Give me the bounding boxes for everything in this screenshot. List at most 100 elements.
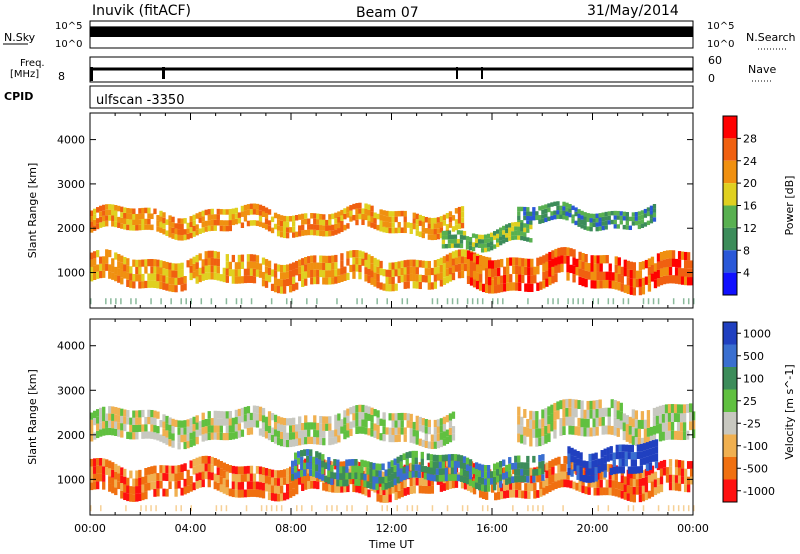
data-band <box>517 398 696 447</box>
data-cell <box>102 263 106 271</box>
data-cell <box>656 253 661 262</box>
data-cell <box>213 219 217 226</box>
data-cell <box>204 418 208 427</box>
data-cell <box>553 214 557 220</box>
data-cell <box>201 463 205 472</box>
data-cell <box>273 421 278 430</box>
data-cell <box>572 298 574 305</box>
data-cell <box>496 242 500 248</box>
data-cell <box>364 252 368 260</box>
data-cell <box>503 467 507 476</box>
data-cell <box>427 223 431 229</box>
data-cell <box>252 481 257 490</box>
data-cell <box>535 215 539 221</box>
data-cell <box>424 485 428 494</box>
data-cell <box>207 214 211 221</box>
data-cell <box>593 255 597 264</box>
data-cell <box>93 432 97 440</box>
data-cell <box>189 272 193 281</box>
data-cell <box>515 282 519 291</box>
data-cell <box>379 486 383 495</box>
data-cell <box>646 418 651 428</box>
data-cell <box>548 251 552 261</box>
data-cell <box>147 482 151 491</box>
data-cell <box>123 409 127 417</box>
data-cell <box>565 416 569 426</box>
data-cell <box>655 406 660 416</box>
data-cell <box>255 255 260 263</box>
data-cell <box>319 430 323 438</box>
data-cell <box>661 413 666 423</box>
data-cell <box>640 223 645 229</box>
data-cell <box>588 468 592 476</box>
data-cell <box>445 436 450 445</box>
data-cell <box>117 465 121 474</box>
data-cell <box>400 227 404 233</box>
data-cell <box>394 211 398 217</box>
data-cell <box>450 467 455 475</box>
data-cell <box>192 231 196 237</box>
data-cell <box>536 257 540 267</box>
data-cell <box>517 475 521 483</box>
data-cell <box>183 441 187 450</box>
data-cell <box>234 424 239 432</box>
data-cell <box>150 417 154 425</box>
data-cell <box>642 298 645 305</box>
data-cell <box>565 407 569 417</box>
data-cell <box>586 217 590 222</box>
data-cell <box>620 266 624 276</box>
data-cell <box>445 254 450 262</box>
data-cell <box>686 476 691 485</box>
data-cell <box>361 251 365 259</box>
data-cell <box>532 505 534 512</box>
data-cell <box>590 271 594 281</box>
data-cell <box>589 400 593 410</box>
data-cell <box>171 222 175 228</box>
data-cell <box>625 212 629 217</box>
data-cell <box>584 486 588 495</box>
data-cell <box>544 416 548 426</box>
data-cell <box>468 459 473 466</box>
data-cell <box>517 226 521 231</box>
data-cell <box>189 439 193 448</box>
data-cell <box>541 427 545 437</box>
data-cell <box>457 206 462 213</box>
data-cell <box>642 505 645 512</box>
data-cell <box>370 222 374 228</box>
data-cell <box>453 243 458 248</box>
data-cell <box>600 457 604 465</box>
data-cell <box>376 281 380 289</box>
data-cell <box>610 425 614 435</box>
data-cell <box>108 264 112 272</box>
data-cell <box>340 274 344 282</box>
data-cell <box>123 492 127 501</box>
data-cell <box>261 429 266 437</box>
data-cell <box>162 465 166 474</box>
data-cell <box>517 433 521 443</box>
data-cell <box>307 473 311 482</box>
data-cell <box>550 215 554 221</box>
data-cell <box>563 471 567 480</box>
data-cell <box>679 404 684 414</box>
data-cell <box>469 484 474 493</box>
data-cell <box>444 467 449 475</box>
data-cell <box>490 279 495 287</box>
data-cell <box>363 460 367 468</box>
data-cell <box>539 256 543 265</box>
data-cell <box>424 478 428 486</box>
data-cell <box>412 266 416 275</box>
data-cell <box>545 278 549 287</box>
data-cell <box>583 216 587 221</box>
data-cell <box>560 247 564 256</box>
data-cell <box>679 431 684 441</box>
data-cell <box>159 260 163 268</box>
data-cell <box>511 222 515 227</box>
data-cell <box>406 413 410 421</box>
data-cell <box>237 474 242 483</box>
data-cell <box>615 451 619 460</box>
data-cell <box>337 222 341 229</box>
data-cell <box>394 427 398 435</box>
data-cell <box>319 255 323 263</box>
data-cell <box>252 473 257 482</box>
data-cell <box>352 484 356 493</box>
